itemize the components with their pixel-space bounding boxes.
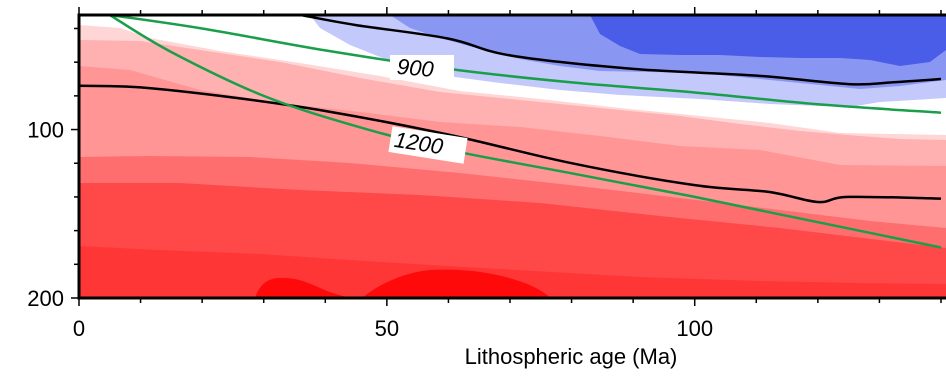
observed-contour-2 xyxy=(79,84,942,204)
contour-label-900: 900 xyxy=(396,54,436,82)
model-isotherm-1200 xyxy=(109,15,942,249)
plot-area xyxy=(79,15,946,298)
x-tick-label-100: 100 xyxy=(676,316,713,341)
band-red-deep-right xyxy=(362,269,550,298)
x-tick-label-50: 50 xyxy=(375,316,399,341)
model-isotherm-900 xyxy=(109,15,942,114)
y-tick-label-100: 100 xyxy=(27,118,64,143)
plot-frame xyxy=(77,13,946,300)
x-axis-title: Lithospheric age (Ma) xyxy=(465,344,678,369)
observed-contour-1 xyxy=(300,15,942,86)
x-tick-label-0: 0 xyxy=(73,316,85,341)
isotherm-lines xyxy=(79,15,942,249)
axes: 0 50 100 100 200 xyxy=(27,7,942,341)
y-tick-label-200: 200 xyxy=(27,286,64,311)
contour-label-bg-900 xyxy=(390,55,454,80)
contour-label-bg-1200 xyxy=(388,126,468,164)
band-blue-darkest xyxy=(590,15,946,66)
band-red-deep-left xyxy=(255,277,352,298)
